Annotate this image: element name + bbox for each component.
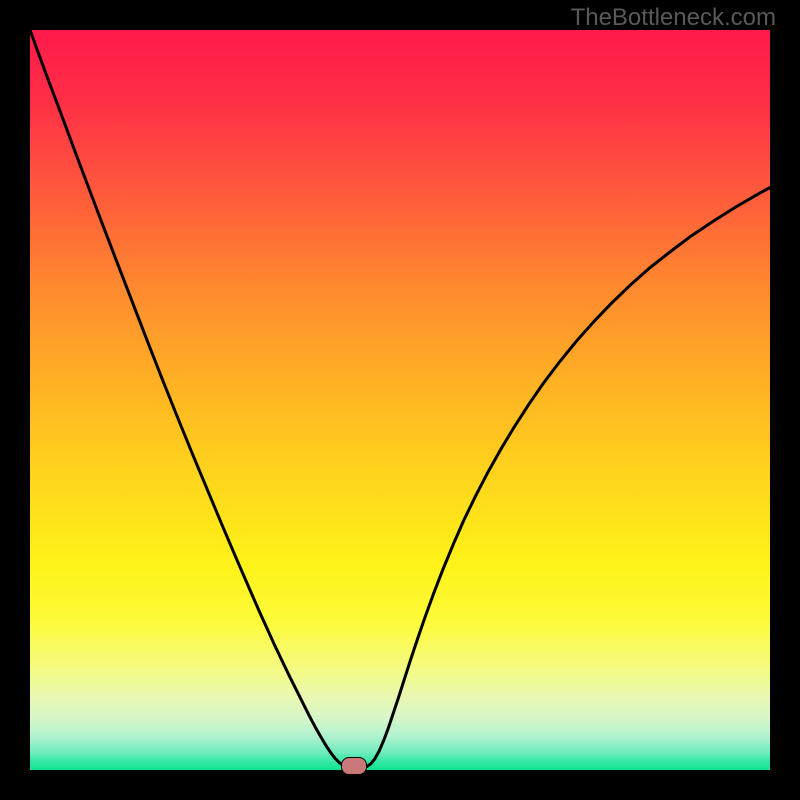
watermark-text: TheBottleneck.com <box>571 4 776 32</box>
chart-frame: TheBottleneck.com <box>0 0 800 800</box>
plot-area <box>30 30 770 770</box>
bottleneck-curve <box>30 30 770 770</box>
minimum-marker <box>341 757 367 775</box>
